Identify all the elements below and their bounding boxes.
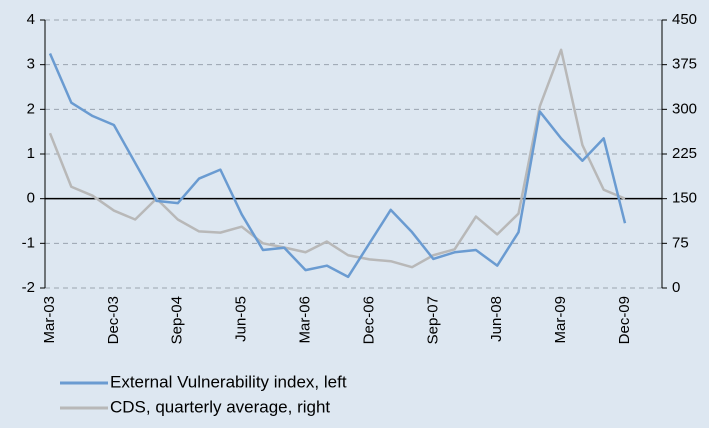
x-tick-label: Jun-05 <box>233 296 250 342</box>
y-tick-label: 1 <box>27 145 35 162</box>
x-tick-label: Dec-03 <box>105 296 122 344</box>
y-tick-label: 0 <box>27 190 35 207</box>
x-tick-label: Jun-08 <box>488 296 505 342</box>
legend-label: CDS, quarterly average, right <box>110 397 330 416</box>
y-tick-label: 2 <box>27 100 35 117</box>
y2-tick-label: 300 <box>672 100 697 117</box>
y-tick-label: -2 <box>22 279 35 296</box>
y-tick-label: 3 <box>27 56 35 73</box>
y2-tick-label: 150 <box>672 190 697 207</box>
x-tick-label: Mar-09 <box>552 296 569 344</box>
y2-tick-label: 450 <box>672 11 697 28</box>
x-tick-label: Mar-03 <box>41 296 58 344</box>
y2-tick-label: 375 <box>672 56 697 73</box>
legend-label: External Vulnerability index, left <box>110 372 347 391</box>
x-tick-label: Dec-09 <box>616 296 633 344</box>
y-tick-label: 4 <box>27 11 35 28</box>
series-line <box>48 48 626 269</box>
x-tick-label: Sep-04 <box>169 296 186 344</box>
x-tick-label: Mar-06 <box>297 296 314 344</box>
y2-tick-label: 225 <box>672 145 697 162</box>
y2-tick-label: 75 <box>672 234 689 251</box>
x-tick-label: Dec-06 <box>360 296 377 344</box>
x-tick-label: Sep-07 <box>424 296 441 344</box>
y-tick-label: -1 <box>22 234 35 251</box>
y2-tick-label: 0 <box>672 279 680 296</box>
series-line <box>48 53 627 279</box>
